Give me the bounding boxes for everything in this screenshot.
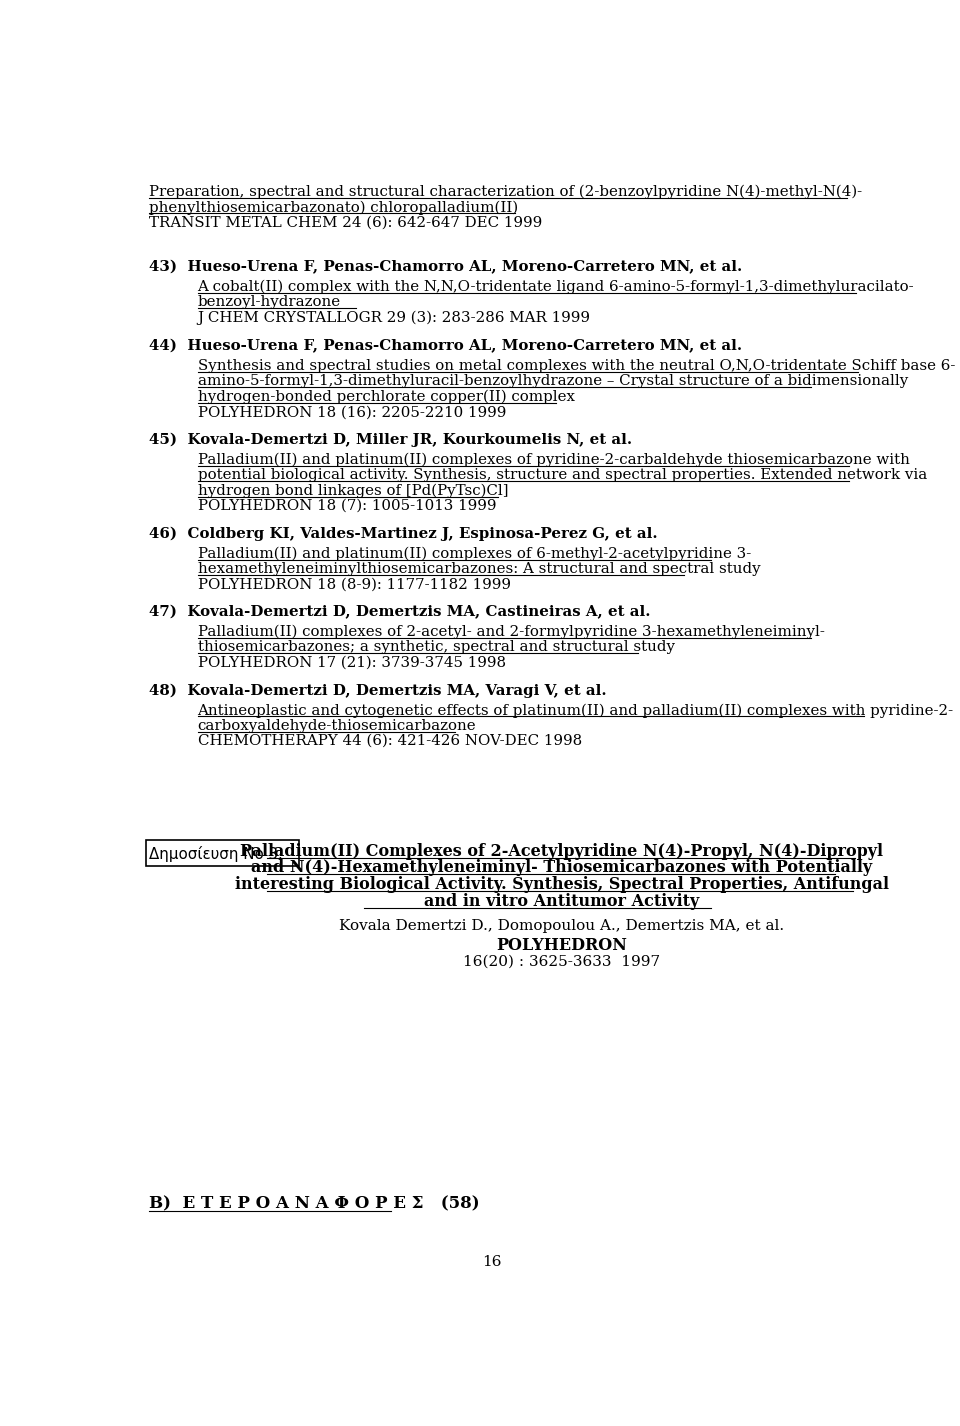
Text: benzoyl-hydrazone: benzoyl-hydrazone [198, 295, 341, 309]
Text: POLYHEDRON 18 (8-9): 1177-1182 1999: POLYHEDRON 18 (8-9): 1177-1182 1999 [198, 578, 511, 592]
Text: hydrogen bond linkages of [Pd(PyTsc)Cl]: hydrogen bond linkages of [Pd(PyTsc)Cl] [198, 483, 508, 498]
Text: Kovala Demertzi D., Domopoulou A., Demertzis MA, et al.: Kovala Demertzi D., Domopoulou A., Demer… [339, 918, 784, 933]
Text: hexamethyleneiminylthiosemicarbazones: A structural and spectral study: hexamethyleneiminylthiosemicarbazones: A… [198, 562, 760, 576]
Text: POLYHEDRON: POLYHEDRON [496, 937, 627, 954]
FancyBboxPatch shape [146, 840, 299, 867]
Text: 47)  Kovala-Demertzi D, Demertzis MA, Castineiras A, et al.: 47) Kovala-Demertzi D, Demertzis MA, Cas… [150, 605, 651, 619]
Text: POLYHEDRON 17 (21): 3739-3745 1998: POLYHEDRON 17 (21): 3739-3745 1998 [198, 656, 506, 669]
Text: interesting Biological Activity. Synthesis, Spectral Properties, Antifungal: interesting Biological Activity. Synthes… [235, 877, 889, 894]
Text: potential biological activity. Synthesis, structure and spectral properties. Ext: potential biological activity. Synthesis… [198, 468, 926, 482]
Text: Palladium(II) and platinum(II) complexes of 6-methyl-2-acetylpyridine 3-: Palladium(II) and platinum(II) complexes… [198, 548, 751, 562]
Text: CHEMOTHERAPY 44 (6): 421-426 NOV-DEC 1998: CHEMOTHERAPY 44 (6): 421-426 NOV-DEC 199… [198, 734, 582, 749]
Text: 44)  Hueso-Urena F, Penas-Chamorro AL, Moreno-Carretero MN, et al.: 44) Hueso-Urena F, Penas-Chamorro AL, Mo… [150, 339, 743, 354]
Text: 48)  Kovala-Demertzi D, Demertzis MA, Varagi V, et al.: 48) Kovala-Demertzi D, Demertzis MA, Var… [150, 683, 607, 697]
Text: Preparation, spectral and structural characterization of (2-benzoylpyridine N(4): Preparation, spectral and structural cha… [150, 185, 863, 200]
Text: Δημοσίευση No 3.: Δημοσίευση No 3. [150, 846, 283, 861]
Text: thiosemicarbazones; a synthetic, spectral and structural study: thiosemicarbazones; a synthetic, spectra… [198, 640, 675, 655]
Text: and in vitro Antitumor Activity: and in vitro Antitumor Activity [424, 893, 700, 910]
Text: amino-5-formyl-1,3-dimethyluracil-benzoylhydrazone – Crystal structure of a bidi: amino-5-formyl-1,3-dimethyluracil-benzoy… [198, 375, 908, 388]
Text: Palladium(II) Complexes of 2-Acetylpyridine N(4)-Propyl, N(4)-Dipropyl: Palladium(II) Complexes of 2-Acetylpyrid… [240, 843, 883, 860]
Text: Synthesis and spectral studies on metal complexes with the neutral O,N,O-trident: Synthesis and spectral studies on metal … [198, 359, 955, 374]
Text: A cobalt(II) complex with the N,N,O-tridentate ligand 6-amino-5-formyl-1,3-dimet: A cobalt(II) complex with the N,N,O-trid… [198, 279, 914, 294]
Text: 46)  Coldberg KI, Valdes-Martinez J, Espinosa-Perez G, et al.: 46) Coldberg KI, Valdes-Martinez J, Espi… [150, 526, 658, 542]
Text: Β)  Ε Τ Ε Ρ Ο Α Ν Α Φ Ο Ρ Ε Σ   (58): Β) Ε Τ Ε Ρ Ο Α Ν Α Φ Ο Ρ Ε Σ (58) [150, 1195, 480, 1212]
Text: POLYHEDRON 18 (7): 1005-1013 1999: POLYHEDRON 18 (7): 1005-1013 1999 [198, 499, 496, 513]
Text: phenylthiosemicarbazonato) chloropalladium(II): phenylthiosemicarbazonato) chloropalladi… [150, 201, 518, 215]
Text: 43)  Hueso-Urena F, Penas-Chamorro AL, Moreno-Carretero MN, et al.: 43) Hueso-Urena F, Penas-Chamorro AL, Mo… [150, 260, 743, 274]
Text: 16(20) : 3625-3633  1997: 16(20) : 3625-3633 1997 [463, 954, 660, 968]
Text: hydrogen-bonded perchlorate copper(II) complex: hydrogen-bonded perchlorate copper(II) c… [198, 389, 574, 404]
Text: Palladium(II) and platinum(II) complexes of pyridine-2-carbaldehyde thiosemicarb: Palladium(II) and platinum(II) complexes… [198, 453, 909, 468]
Text: POLYHEDRON 18 (16): 2205-2210 1999: POLYHEDRON 18 (16): 2205-2210 1999 [198, 405, 506, 419]
Text: and N(4)-Hexamethyleneiminyl- Thiosemicarbazones with Potentially: and N(4)-Hexamethyleneiminyl- Thiosemica… [252, 860, 873, 877]
Text: TRANSIT METAL CHEM 24 (6): 642-647 DEC 1999: TRANSIT METAL CHEM 24 (6): 642-647 DEC 1… [150, 215, 542, 230]
Text: Antineoplastic and cytogenetic effects of platinum(II) and palladium(II) complex: Antineoplastic and cytogenetic effects o… [198, 703, 953, 717]
Text: 45)  Kovala-Demertzi D, Miller JR, Kourkoumelis N, et al.: 45) Kovala-Demertzi D, Miller JR, Kourko… [150, 434, 633, 448]
Text: Palladium(II) complexes of 2-acetyl- and 2-formylpyridine 3-hexamethyleneiminyl-: Palladium(II) complexes of 2-acetyl- and… [198, 625, 825, 639]
Text: 16: 16 [482, 1255, 502, 1269]
Text: carboxyaldehyde-thiosemicarbazone: carboxyaldehyde-thiosemicarbazone [198, 719, 476, 733]
Text: J CHEM CRYSTALLOGR 29 (3): 283-286 MAR 1999: J CHEM CRYSTALLOGR 29 (3): 283-286 MAR 1… [198, 311, 590, 325]
